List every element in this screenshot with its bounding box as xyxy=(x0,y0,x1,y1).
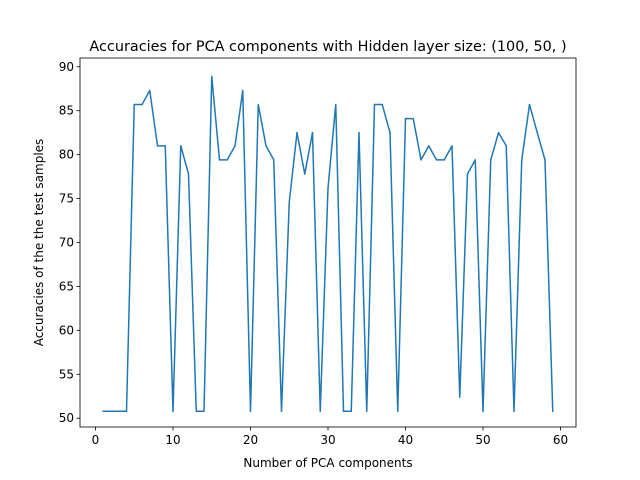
data-point xyxy=(203,410,205,412)
data-point xyxy=(288,201,290,203)
data-point xyxy=(466,173,469,175)
plot-frame xyxy=(79,57,577,428)
data-point xyxy=(505,145,507,147)
data-point xyxy=(319,410,321,412)
data-point xyxy=(474,159,476,161)
data-point xyxy=(428,145,430,147)
x-tick-label: 60 xyxy=(553,433,568,447)
data-point xyxy=(180,145,182,147)
x-tick-label: 10 xyxy=(165,433,180,447)
x-tick-label: 30 xyxy=(320,433,335,447)
data-point xyxy=(335,103,337,106)
data-point xyxy=(451,145,453,147)
data-point xyxy=(381,103,383,106)
data-point xyxy=(211,75,213,78)
data-point xyxy=(218,159,221,161)
series-points xyxy=(102,75,554,412)
data-point xyxy=(389,131,391,134)
data-point xyxy=(490,159,492,161)
data-point xyxy=(187,173,190,175)
data-point xyxy=(234,145,236,147)
data-point xyxy=(350,410,352,412)
y-tick-label: 55 xyxy=(59,367,74,381)
y-tick-label: 65 xyxy=(59,279,74,293)
chart-title: Accuracies for PCA components with Hidde… xyxy=(89,39,566,55)
data-point xyxy=(304,173,306,175)
data-point xyxy=(141,103,143,106)
data-point xyxy=(420,159,422,161)
y-tick-label: 90 xyxy=(59,60,74,74)
data-point xyxy=(156,145,159,147)
data-point xyxy=(311,131,314,134)
data-point xyxy=(125,410,128,412)
x-tick-label: 20 xyxy=(243,433,258,447)
data-point xyxy=(521,159,523,161)
data-point xyxy=(497,131,500,134)
y-tick-label: 70 xyxy=(59,236,74,250)
x-tick-label: 0 xyxy=(92,433,100,447)
data-point xyxy=(149,89,151,92)
data-point xyxy=(195,410,197,412)
y-tick-label: 50 xyxy=(59,411,74,425)
data-point xyxy=(544,159,546,161)
plot-area xyxy=(80,58,576,427)
y-axis-label: Accuracies of the the test samples xyxy=(32,139,46,347)
data-point xyxy=(412,117,414,120)
data-point xyxy=(172,410,174,412)
y-tick-label: 75 xyxy=(59,192,74,206)
data-point xyxy=(257,103,259,106)
data-point xyxy=(513,410,515,412)
data-point xyxy=(249,410,252,412)
data-point xyxy=(226,159,228,161)
data-point xyxy=(327,187,329,189)
data-point xyxy=(482,410,484,412)
data-point xyxy=(342,410,345,412)
data-point xyxy=(265,145,267,147)
data-point xyxy=(373,103,376,106)
data-point xyxy=(358,131,360,134)
data-point xyxy=(435,159,438,161)
x-tick-label: 40 xyxy=(398,433,413,447)
data-point xyxy=(296,131,298,134)
data-point xyxy=(404,117,407,120)
y-tick-label: 60 xyxy=(59,323,74,337)
data-point xyxy=(459,396,461,398)
y-tick-label: 85 xyxy=(59,104,74,118)
y-axis: 50 55 60 65 70 75 80 85 90 xyxy=(59,60,80,425)
data-point xyxy=(280,410,283,412)
data-point xyxy=(164,145,166,147)
data-point xyxy=(366,410,368,412)
x-axis-label: Number of PCA components xyxy=(243,456,412,470)
data-point xyxy=(102,410,104,412)
data-point xyxy=(273,159,275,161)
x-axis: 0 10 20 30 40 50 60 xyxy=(92,427,568,447)
data-point xyxy=(133,103,135,106)
data-point xyxy=(110,410,112,412)
data-point xyxy=(552,410,554,412)
data-point xyxy=(397,410,399,412)
x-tick-label: 50 xyxy=(475,433,490,447)
data-point xyxy=(242,89,244,92)
data-point xyxy=(528,103,531,106)
data-point xyxy=(118,410,120,412)
data-point xyxy=(536,131,538,134)
data-point xyxy=(443,159,445,161)
y-tick-label: 80 xyxy=(59,148,74,162)
